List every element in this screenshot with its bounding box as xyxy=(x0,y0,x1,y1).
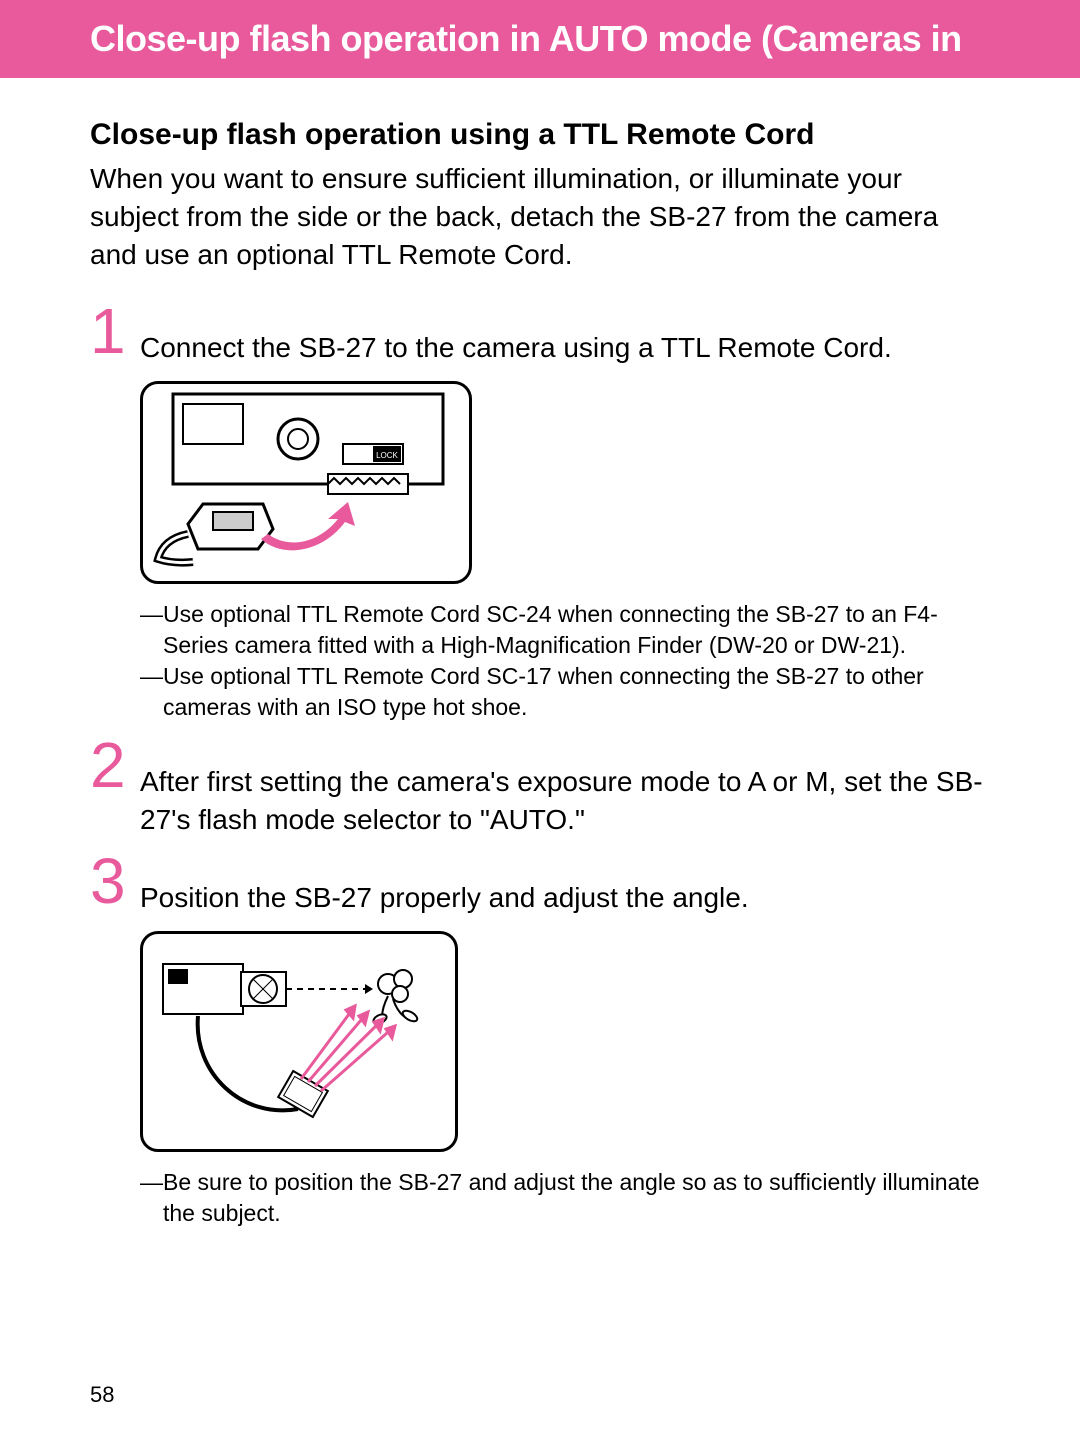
step-3: 3 Position the SB-27 properly and adjust… xyxy=(90,853,990,1229)
page-number: 58 xyxy=(90,1382,114,1408)
note-item: — Use optional TTL Remote Cord SC-24 whe… xyxy=(140,599,990,661)
step-3-notes: — Be sure to position the SB-27 and adju… xyxy=(140,1167,990,1229)
section-intro: When you want to ensure sufficient illum… xyxy=(90,160,990,273)
step-text: Connect the SB-27 to the camera using a … xyxy=(140,329,990,367)
note-text: Be sure to position the SB-27 and adjust… xyxy=(163,1167,990,1229)
note-dash: — xyxy=(140,599,163,661)
svg-text:LOCK: LOCK xyxy=(376,451,398,460)
section-title: Close-up flash operation using a TTL Rem… xyxy=(90,118,990,152)
step-number: 2 xyxy=(90,737,140,795)
step-body: Position the SB-27 properly and adjust t… xyxy=(140,853,990,1229)
step-3-figure xyxy=(140,931,990,1157)
camera-cord-illustration: LOCK xyxy=(143,384,469,576)
note-dash: — xyxy=(140,661,163,723)
page-title: Close-up flash operation in AUTO mode (C… xyxy=(90,18,1080,60)
step-2: 2 After first setting the camera's expos… xyxy=(90,737,990,839)
figure-box: LOCK xyxy=(140,381,472,584)
step-1-figure: LOCK xyxy=(140,381,990,589)
flash-angle-illustration xyxy=(143,934,455,1144)
step-text: After first setting the camera's exposur… xyxy=(140,763,990,839)
note-item: — Use optional TTL Remote Cord SC-17 whe… xyxy=(140,661,990,723)
figure-box xyxy=(140,931,458,1152)
step-number: 1 xyxy=(90,303,140,361)
note-dash: — xyxy=(140,1167,163,1229)
step-body: Connect the SB-27 to the camera using a … xyxy=(140,303,990,723)
step-body: After first setting the camera's exposur… xyxy=(140,737,990,839)
step-text: Position the SB-27 properly and adjust t… xyxy=(140,879,990,917)
note-text: Use optional TTL Remote Cord SC-17 when … xyxy=(163,661,990,723)
note-text: Use optional TTL Remote Cord SC-24 when … xyxy=(163,599,990,661)
note-item: — Be sure to position the SB-27 and adju… xyxy=(140,1167,990,1229)
header-bar: Close-up flash operation in AUTO mode (C… xyxy=(0,0,1080,78)
main-content: Close-up flash operation using a TTL Rem… xyxy=(0,118,1080,1229)
step-number: 3 xyxy=(90,853,140,911)
step-1-notes: — Use optional TTL Remote Cord SC-24 whe… xyxy=(140,599,990,723)
step-1: 1 Connect the SB-27 to the camera using … xyxy=(90,303,990,723)
